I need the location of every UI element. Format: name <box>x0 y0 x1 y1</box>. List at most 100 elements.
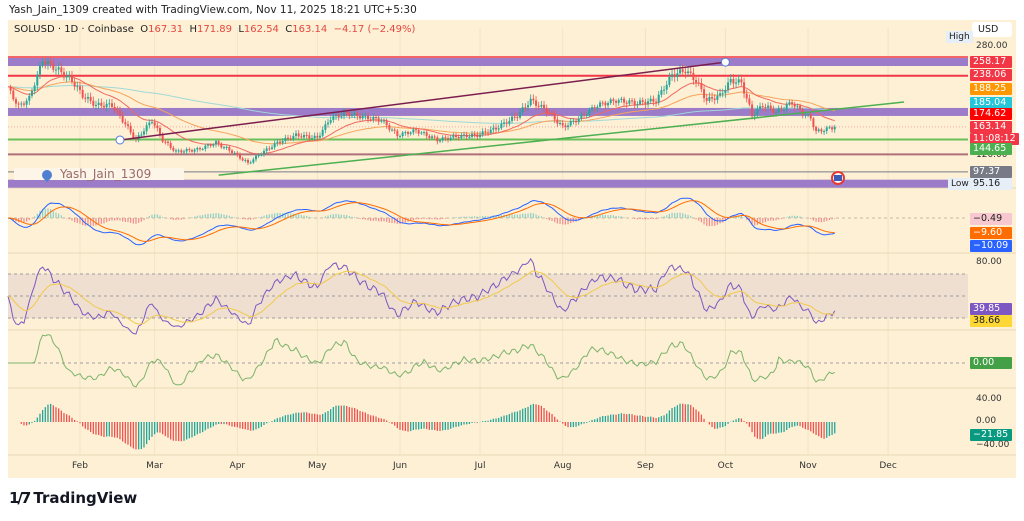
trendline <box>119 61 726 141</box>
candle <box>295 133 298 136</box>
candle <box>102 105 105 108</box>
candle <box>580 114 583 119</box>
candle <box>433 136 436 138</box>
candle <box>377 118 380 122</box>
axis-value-badge: 95.16 <box>970 178 1012 190</box>
axis-value-badge: 238.06 <box>970 69 1012 81</box>
candle <box>9 86 12 91</box>
candle <box>673 74 676 78</box>
candle <box>54 69 57 71</box>
time-tick: Jul <box>474 461 486 471</box>
candle <box>689 71 692 73</box>
candle <box>233 152 236 154</box>
currency-selector[interactable]: USD <box>972 22 1012 37</box>
candle <box>409 132 412 135</box>
candle <box>716 95 719 100</box>
candle <box>190 150 193 152</box>
tradingview-logo[interactable]: 1∕7 TradingView <box>9 489 137 507</box>
close-value: 163.14 <box>292 24 328 35</box>
candle <box>252 159 255 163</box>
candle <box>537 105 540 107</box>
candle <box>695 80 698 83</box>
candle <box>340 116 343 118</box>
candle <box>52 63 55 70</box>
candle <box>124 122 127 125</box>
candle <box>724 90 727 94</box>
candle <box>457 136 460 139</box>
candle <box>142 131 145 135</box>
candle <box>22 103 25 105</box>
candle <box>246 159 249 163</box>
candle <box>81 89 84 98</box>
candle <box>479 134 482 137</box>
candle <box>68 75 71 77</box>
change-value: −4.17 (−2.49%) <box>333 24 416 35</box>
chart-panel[interactable] <box>8 20 1016 478</box>
candle <box>375 117 378 119</box>
candle <box>399 135 402 137</box>
axis-value-badge: 11:08:12 <box>970 133 1019 145</box>
candle <box>41 61 44 66</box>
level-band <box>8 179 968 188</box>
candle <box>684 71 687 74</box>
candle <box>254 155 257 160</box>
candle <box>796 105 799 107</box>
us-flag-icon <box>834 175 842 181</box>
time-tick: Sep <box>636 461 654 471</box>
candle <box>393 129 396 131</box>
candle <box>487 132 490 134</box>
candle <box>238 154 241 159</box>
candle <box>521 107 524 112</box>
candle <box>129 125 132 133</box>
candle <box>118 110 121 116</box>
candle <box>735 82 738 84</box>
candle <box>721 93 724 95</box>
candle <box>57 67 60 70</box>
candle <box>460 135 463 139</box>
candle <box>385 120 388 126</box>
candle <box>436 137 439 142</box>
candle <box>513 116 516 118</box>
candle <box>70 75 73 82</box>
candle <box>158 127 161 136</box>
candle <box>732 78 735 84</box>
candle <box>617 100 620 103</box>
candle <box>671 74 674 78</box>
candle <box>313 135 316 139</box>
candle <box>329 120 332 123</box>
candle <box>327 122 330 125</box>
candle <box>113 106 116 111</box>
candle <box>743 82 746 94</box>
candle <box>343 112 346 117</box>
time-tick: Feb <box>72 461 88 471</box>
candle <box>431 136 434 139</box>
candle <box>76 86 79 88</box>
time-tick: Apr <box>229 461 246 471</box>
symbol-name[interactable]: SOLUSD · 1D · Coinbase <box>14 24 134 35</box>
rsi-line <box>7 257 836 335</box>
candle <box>121 115 124 123</box>
candle <box>559 123 562 125</box>
candle <box>257 155 260 157</box>
candle <box>86 96 89 99</box>
candle <box>476 134 479 137</box>
open-value: 167.31 <box>148 24 184 35</box>
axis-value-badge: 258.17 <box>970 56 1012 68</box>
candle <box>180 150 183 153</box>
candle <box>164 141 167 143</box>
candle <box>599 102 602 107</box>
candle <box>583 114 586 116</box>
candle <box>150 122 153 124</box>
rsi-tick: 80.00 <box>976 257 1002 267</box>
candle <box>153 122 156 126</box>
candle <box>471 133 474 137</box>
candle <box>636 104 639 106</box>
candle <box>220 143 223 148</box>
axis-value-badge: 174.62 <box>970 108 1012 120</box>
candle <box>692 72 695 81</box>
candle <box>110 103 113 107</box>
candle <box>209 144 212 146</box>
candle <box>623 98 626 103</box>
candle <box>828 127 831 129</box>
